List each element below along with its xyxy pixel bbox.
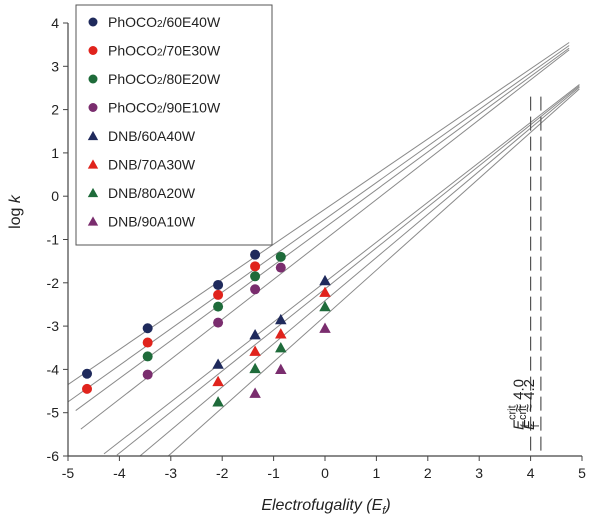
legend-label-dnb-90a10w: DNB/90A10W (108, 214, 196, 230)
fit-line-dnb-70a30w (116, 85, 580, 456)
point-dnb-80a20w (249, 362, 261, 374)
legend-marker-dnb-70a30w (87, 159, 99, 169)
point-phoco2-90e10w (213, 317, 224, 328)
point-dnb-60a40w (275, 313, 287, 325)
x-tick-label: 4 (527, 465, 535, 481)
annotation-text: Ecritf≈ 4.0 (507, 379, 532, 430)
legend-marker-dnb-90a10w (87, 216, 99, 226)
y-tick-label: 4 (51, 15, 59, 31)
legend-label-phoco2-90e10w: PhOCO2/90E10W (108, 100, 221, 116)
point-dnb-80a20w (319, 300, 331, 312)
point-phoco2-70e30w (82, 383, 93, 394)
point-phoco2-90e10w (250, 284, 261, 295)
legend-label-dnb-80a20w: DNB/80A20W (108, 185, 196, 201)
x-tick-label: -2 (216, 465, 229, 481)
x-tick-label: 3 (475, 465, 483, 481)
y-tick-label: -3 (47, 318, 60, 334)
point-dnb-60a40w (249, 329, 261, 340)
point-dnb-60a40w (319, 274, 331, 286)
legend-marker-phoco2-70e30w (88, 46, 98, 55)
fit-line-dnb-60a40w (103, 84, 580, 455)
point-phoco2-80e20w (275, 251, 286, 262)
point-phoco2-60e40w (250, 249, 261, 260)
annotation-text: Ecritf≈ 4.2 (517, 379, 542, 430)
point-phoco2-80e20w (142, 351, 153, 362)
point-phoco2-80e20w (213, 301, 224, 312)
y-tick-label: -2 (47, 275, 60, 291)
point-dnb-70a30w (275, 328, 287, 339)
point-dnb-70a30w (319, 286, 331, 297)
legend-label-phoco2-70e30w: PhOCO2/70E30W (108, 43, 221, 59)
legend-marker-dnb-80a20w (87, 187, 99, 198)
x-tick-label: -3 (165, 465, 178, 481)
point-phoco2-70e30w (250, 261, 261, 272)
x-tick-label: 5 (578, 465, 586, 481)
point-dnb-90a10w (319, 322, 331, 333)
data-markers (82, 249, 331, 407)
fit-line-phoco2-90e10w (80, 49, 570, 430)
point-dnb-70a30w (212, 375, 224, 387)
x-tick-label: -4 (113, 465, 126, 481)
point-dnb-90a10w (275, 363, 287, 374)
x-tick-label: 0 (321, 465, 329, 481)
legend-box (75, 4, 273, 246)
point-phoco2-70e30w (213, 289, 224, 300)
fit-line-dnb-80a20w (139, 86, 580, 457)
y-tick-label: -6 (47, 448, 60, 464)
point-dnb-60a40w (212, 358, 224, 369)
legend-marker-dnb-60a40w (87, 130, 99, 141)
annotation-critical-electrofugality: Ecritf≈ 4.0 (507, 379, 532, 430)
point-phoco2-70e30w (142, 337, 153, 348)
point-dnb-90a10w (249, 387, 261, 398)
y-axis-label: log k (7, 194, 24, 229)
x-tick-label: -5 (62, 465, 75, 481)
y-tick-label: -1 (47, 232, 60, 248)
point-phoco2-80e20w (250, 271, 261, 282)
x-tick-label: 1 (373, 465, 381, 481)
x-tick-label: -1 (267, 465, 280, 481)
fit-line-phoco2-80e20w (75, 47, 570, 411)
legend-label-phoco2-80e20w: PhOCO2/80E20W (108, 71, 221, 87)
fit-line-dnb-90a10w (167, 88, 580, 457)
y-tick-label: 0 (51, 188, 59, 204)
legend-marker-phoco2-60e40w (88, 17, 98, 27)
point-phoco2-90e10w (142, 369, 153, 380)
y-tick-label: 2 (51, 102, 59, 118)
legend: PhOCO2/60E40W PhOCO2/70E30W PhOCO2/80E20W P… (75, 4, 273, 246)
point-phoco2-60e40w (213, 279, 224, 290)
legend-label-phoco2-60e40w: PhOCO2/60E40W (108, 14, 221, 30)
y-tick-label: 1 (51, 145, 59, 161)
y-tick-label: -4 (47, 361, 60, 377)
legend-marker-phoco2-90e10w (88, 103, 98, 112)
point-dnb-70a30w (249, 345, 261, 356)
axes (63, 22, 583, 461)
y-tick-label: -5 (47, 405, 60, 421)
point-phoco2-60e40w (142, 323, 153, 334)
legend-label-dnb-60a40w: DNB/60A40W (108, 128, 196, 144)
point-dnb-80a20w (212, 396, 224, 407)
x-tick-label: 2 (424, 465, 432, 481)
legend-marker-phoco2-80e20w (88, 74, 98, 84)
legend-label-dnb-70a30w: DNB/70A30W (108, 157, 196, 173)
annotation-critical-electrofugality: Ecritf≈ 4.2 (517, 379, 542, 430)
point-phoco2-90e10w (275, 262, 286, 273)
point-phoco2-60e40w (82, 368, 93, 379)
x-axis-label: Electrofugality (Ef) (261, 497, 390, 517)
point-dnb-80a20w (275, 342, 287, 353)
y-tick-label: 3 (51, 58, 59, 74)
